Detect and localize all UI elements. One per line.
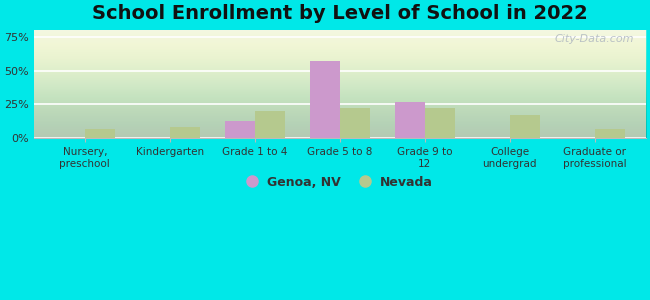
Bar xyxy=(310,61,340,138)
Bar xyxy=(395,102,425,138)
Bar xyxy=(510,115,540,138)
Bar xyxy=(255,111,285,138)
Bar xyxy=(340,109,370,138)
Legend: Genoa, NV, Nevada: Genoa, NV, Nevada xyxy=(242,171,437,194)
Title: School Enrollment by Level of School in 2022: School Enrollment by Level of School in … xyxy=(92,4,588,23)
Bar xyxy=(425,109,454,138)
Bar xyxy=(595,129,625,138)
Bar xyxy=(170,127,200,138)
Bar xyxy=(84,129,114,138)
Bar xyxy=(225,121,255,138)
Text: City-Data.com: City-Data.com xyxy=(554,34,634,44)
